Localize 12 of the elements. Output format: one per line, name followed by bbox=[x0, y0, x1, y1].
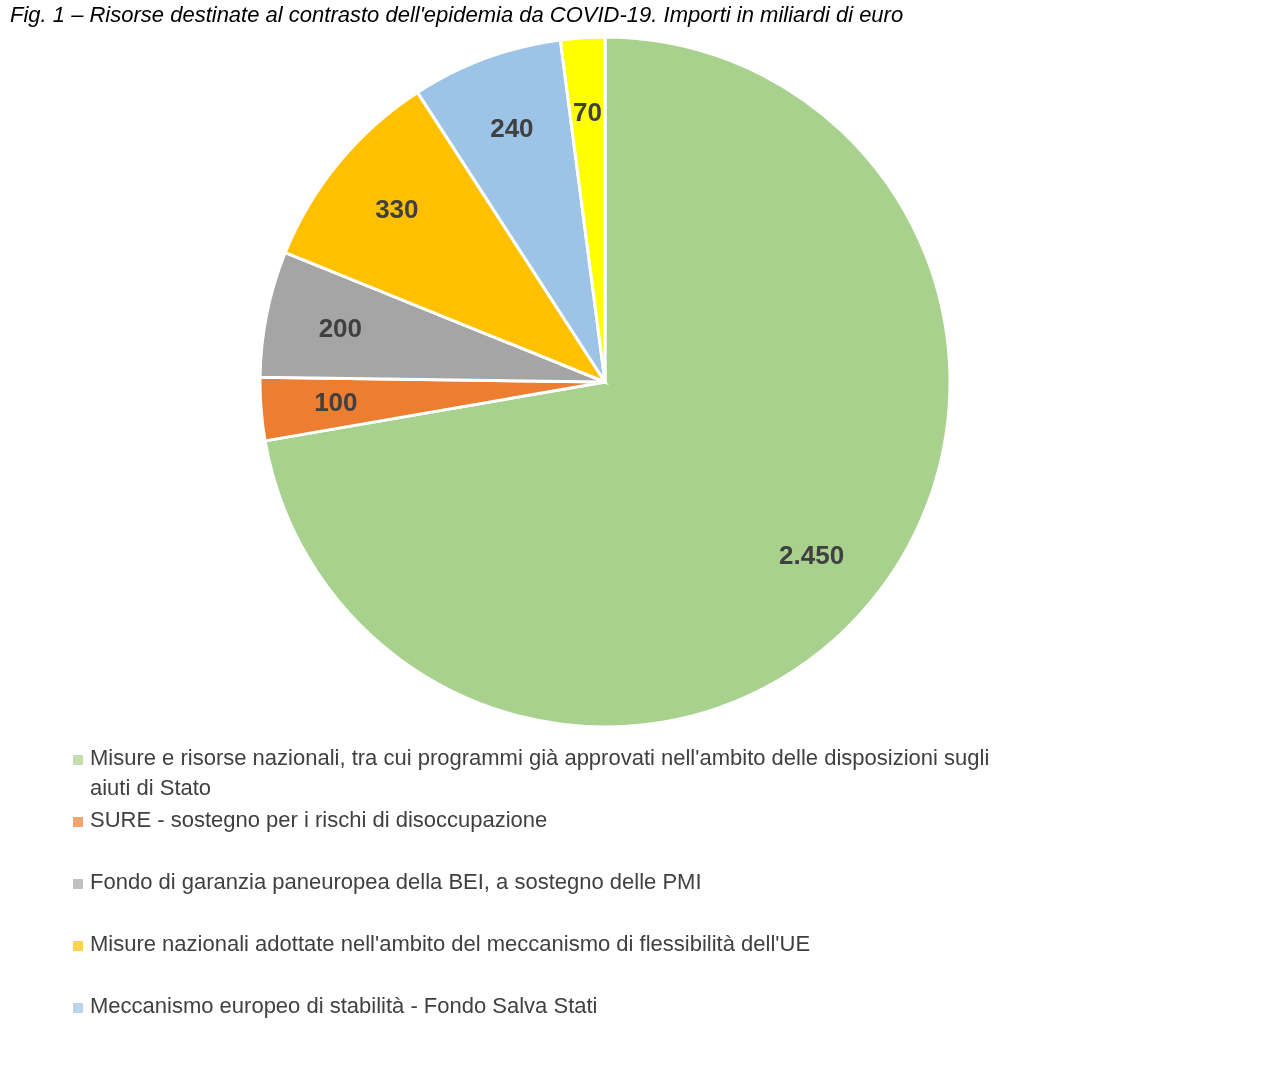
legend-label: Fondo di garanzia paneuropea della BEI, a sostegno delle PMI bbox=[90, 869, 702, 894]
legend-label: Meccanismo europeo di stabilità - Fondo Salva Stati bbox=[90, 993, 598, 1018]
data-label: 200 bbox=[318, 312, 363, 343]
data-label: 330 bbox=[375, 194, 419, 225]
data-label: 70 bbox=[573, 96, 602, 127]
data-label: 2.450 bbox=[779, 539, 845, 570]
legend-label: SURE - sostegno per i rischi di disoccupazione bbox=[90, 807, 548, 832]
legend-label: Misure e risorse nazionali, tra cui programmi già approvati nell'ambito delle disposizioni sugli aiuti di Stato bbox=[90, 745, 990, 800]
data-label: 240 bbox=[490, 112, 534, 143]
legend-label: Misure nazionali adottate nell'ambito del meccanismo di flessibilità dell'UE bbox=[90, 931, 811, 956]
data-label: 100 bbox=[314, 387, 358, 418]
chart-title: Fig. 1 – Risorse destinate al contrasto dell'epidemia da COVID-19. Importi in miliardi di euro bbox=[10, 2, 904, 27]
